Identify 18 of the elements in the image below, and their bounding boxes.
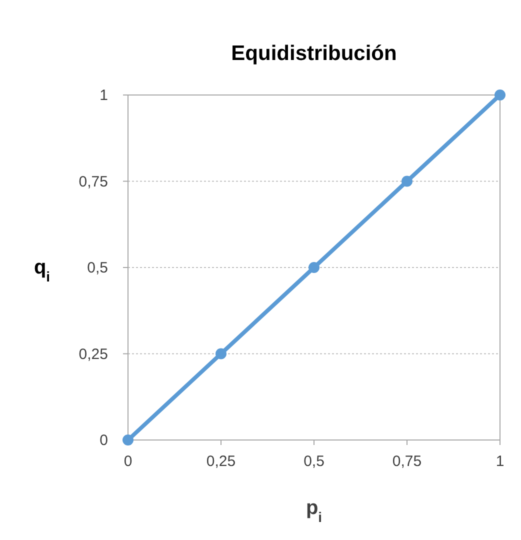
point [402,176,412,187]
x-tick-label: 0,75 [392,453,422,470]
x-tick-label: 0,25 [206,453,236,470]
x-tick-label: 0 [124,453,132,470]
x-tick-label: 1 [496,453,504,470]
point [216,348,226,360]
y-tick-label: 0 [100,432,108,449]
y-tick-label: 0,5 [87,260,108,276]
y-tick-label: 0,25 [78,346,108,363]
chart-title: Equidistribución [231,42,397,65]
point [308,262,320,273]
x-tick-label: 0,5 [304,453,324,470]
point [494,90,506,100]
x-axis-title: p$_{i}$ [306,497,322,525]
y-tick-label: 0,75 [78,173,108,190]
y-axis-title: q$_{i}$ [34,256,50,284]
point [122,434,134,446]
y-tick-label: 1 [100,87,108,104]
